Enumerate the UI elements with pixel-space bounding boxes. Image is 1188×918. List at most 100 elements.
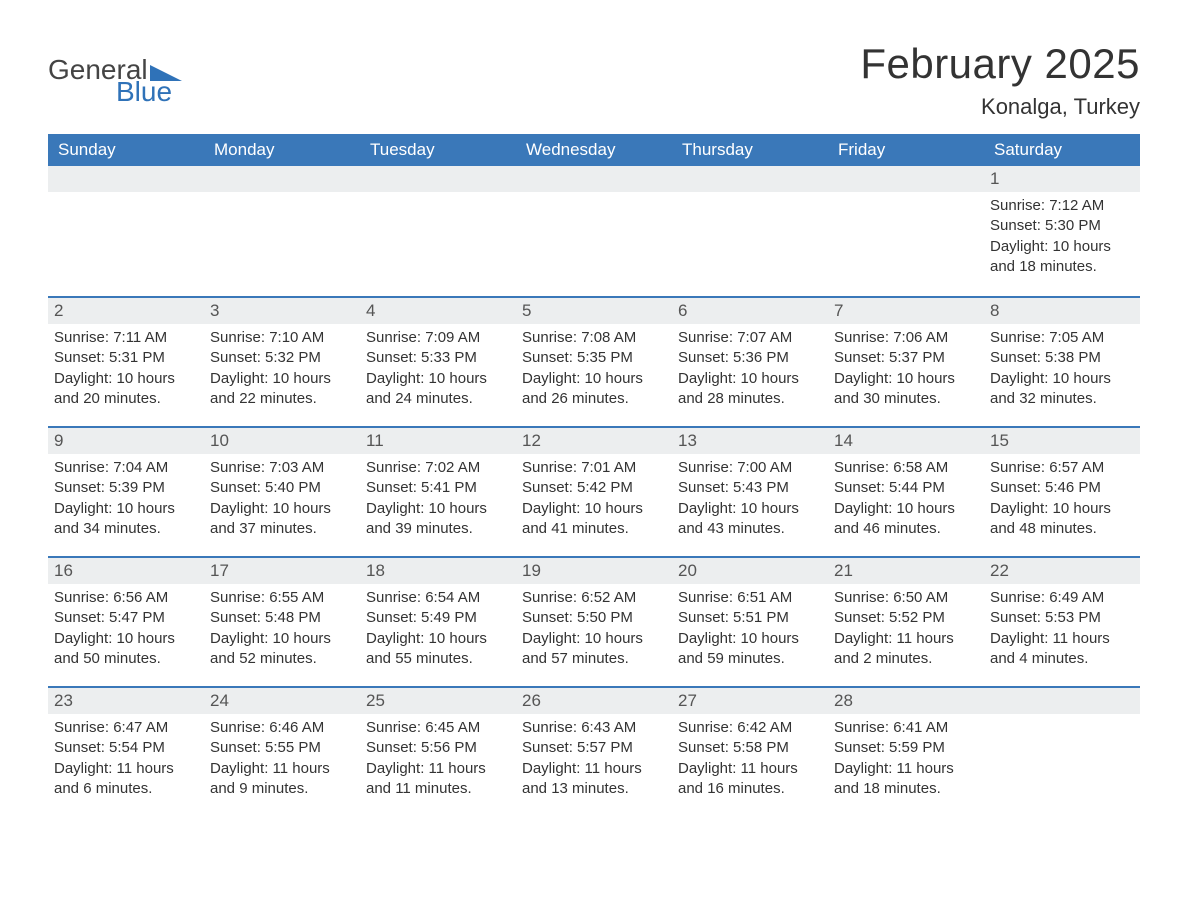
calendar-day-cell: 8Sunrise: 7:05 AMSunset: 5:38 PMDaylight… [984,298,1140,426]
day-number: 22 [984,558,1140,584]
daylight-line: Daylight: 10 hours and 24 minutes. [366,369,510,410]
daylight-line: Daylight: 10 hours and 48 minutes. [990,499,1134,540]
sunset-line: Sunset: 5:46 PM [990,478,1134,498]
calendar-empty-cell [204,166,360,296]
day-number [516,166,672,192]
calendar-empty-cell [672,166,828,296]
day-number: 15 [984,428,1140,454]
sunset-line: Sunset: 5:33 PM [366,348,510,368]
sunset-line: Sunset: 5:58 PM [678,738,822,758]
sunset-line: Sunset: 5:41 PM [366,478,510,498]
day-details [984,714,1140,730]
day-details [828,192,984,208]
calendar-day-cell: 2Sunrise: 7:11 AMSunset: 5:31 PMDaylight… [48,298,204,426]
day-number: 4 [360,298,516,324]
calendar-week-row: 9Sunrise: 7:04 AMSunset: 5:39 PMDaylight… [48,426,1140,556]
day-details: Sunrise: 6:41 AMSunset: 5:59 PMDaylight:… [828,714,984,811]
sunrise-line: Sunrise: 7:10 AM [210,328,354,348]
daylight-line: Daylight: 10 hours and 52 minutes. [210,629,354,670]
sunrise-line: Sunrise: 6:42 AM [678,718,822,738]
calendar-day-cell: 12Sunrise: 7:01 AMSunset: 5:42 PMDayligh… [516,428,672,556]
calendar-week-row: 1Sunrise: 7:12 AMSunset: 5:30 PMDaylight… [48,166,1140,296]
day-details: Sunrise: 6:49 AMSunset: 5:53 PMDaylight:… [984,584,1140,681]
location-subtitle: Konalga, Turkey [860,94,1140,120]
day-number: 20 [672,558,828,584]
daylight-line: Daylight: 10 hours and 30 minutes. [834,369,978,410]
day-number [360,166,516,192]
sunset-line: Sunset: 5:54 PM [54,738,198,758]
day-number: 6 [672,298,828,324]
day-details [672,192,828,208]
day-details: Sunrise: 7:00 AMSunset: 5:43 PMDaylight:… [672,454,828,551]
sunrise-line: Sunrise: 6:49 AM [990,588,1134,608]
day-number: 11 [360,428,516,454]
calendar-day-cell: 11Sunrise: 7:02 AMSunset: 5:41 PMDayligh… [360,428,516,556]
sunset-line: Sunset: 5:53 PM [990,608,1134,628]
sunrise-line: Sunrise: 6:43 AM [522,718,666,738]
daylight-line: Daylight: 10 hours and 46 minutes. [834,499,978,540]
day-number: 10 [204,428,360,454]
day-number: 12 [516,428,672,454]
calendar-day-cell: 5Sunrise: 7:08 AMSunset: 5:35 PMDaylight… [516,298,672,426]
day-details: Sunrise: 6:54 AMSunset: 5:49 PMDaylight:… [360,584,516,681]
sunset-line: Sunset: 5:57 PM [522,738,666,758]
calendar-week-row: 16Sunrise: 6:56 AMSunset: 5:47 PMDayligh… [48,556,1140,686]
sunrise-line: Sunrise: 7:07 AM [678,328,822,348]
calendar-day-cell: 24Sunrise: 6:46 AMSunset: 5:55 PMDayligh… [204,688,360,816]
calendar-day-cell: 6Sunrise: 7:07 AMSunset: 5:36 PMDaylight… [672,298,828,426]
day-details: Sunrise: 6:50 AMSunset: 5:52 PMDaylight:… [828,584,984,681]
daylight-line: Daylight: 11 hours and 9 minutes. [210,759,354,800]
daylight-line: Daylight: 10 hours and 55 minutes. [366,629,510,670]
sunset-line: Sunset: 5:31 PM [54,348,198,368]
sunrise-line: Sunrise: 7:03 AM [210,458,354,478]
sunrise-line: Sunrise: 6:50 AM [834,588,978,608]
weekday-header-cell: Wednesday [516,134,672,166]
calendar-day-cell: 16Sunrise: 6:56 AMSunset: 5:47 PMDayligh… [48,558,204,686]
day-number: 26 [516,688,672,714]
day-details: Sunrise: 7:01 AMSunset: 5:42 PMDaylight:… [516,454,672,551]
day-details: Sunrise: 7:09 AMSunset: 5:33 PMDaylight:… [360,324,516,421]
sunrise-line: Sunrise: 6:46 AM [210,718,354,738]
day-details: Sunrise: 7:11 AMSunset: 5:31 PMDaylight:… [48,324,204,421]
day-number: 28 [828,688,984,714]
daylight-line: Daylight: 10 hours and 59 minutes. [678,629,822,670]
calendar-day-cell: 25Sunrise: 6:45 AMSunset: 5:56 PMDayligh… [360,688,516,816]
daylight-line: Daylight: 11 hours and 13 minutes. [522,759,666,800]
calendar: SundayMondayTuesdayWednesdayThursdayFrid… [48,134,1140,816]
calendar-day-cell: 9Sunrise: 7:04 AMSunset: 5:39 PMDaylight… [48,428,204,556]
calendar-day-cell: 19Sunrise: 6:52 AMSunset: 5:50 PMDayligh… [516,558,672,686]
calendar-empty-cell [48,166,204,296]
weekday-header-cell: Sunday [48,134,204,166]
sunrise-line: Sunrise: 7:09 AM [366,328,510,348]
calendar-week-row: 23Sunrise: 6:47 AMSunset: 5:54 PMDayligh… [48,686,1140,816]
daylight-line: Daylight: 10 hours and 18 minutes. [990,237,1134,278]
day-details [516,192,672,208]
daylight-line: Daylight: 11 hours and 11 minutes. [366,759,510,800]
day-details: Sunrise: 6:55 AMSunset: 5:48 PMDaylight:… [204,584,360,681]
day-details: Sunrise: 7:08 AMSunset: 5:35 PMDaylight:… [516,324,672,421]
sunset-line: Sunset: 5:35 PM [522,348,666,368]
day-details: Sunrise: 7:03 AMSunset: 5:40 PMDaylight:… [204,454,360,551]
sunset-line: Sunset: 5:52 PM [834,608,978,628]
sunset-line: Sunset: 5:30 PM [990,216,1134,236]
sunrise-line: Sunrise: 6:58 AM [834,458,978,478]
sunset-line: Sunset: 5:39 PM [54,478,198,498]
weekday-header-cell: Thursday [672,134,828,166]
calendar-empty-cell [360,166,516,296]
sunrise-line: Sunrise: 7:01 AM [522,458,666,478]
day-details: Sunrise: 6:57 AMSunset: 5:46 PMDaylight:… [984,454,1140,551]
daylight-line: Daylight: 11 hours and 6 minutes. [54,759,198,800]
day-number: 1 [984,166,1140,192]
daylight-line: Daylight: 10 hours and 32 minutes. [990,369,1134,410]
day-number: 21 [828,558,984,584]
sunset-line: Sunset: 5:49 PM [366,608,510,628]
daylight-line: Daylight: 11 hours and 2 minutes. [834,629,978,670]
day-details: Sunrise: 6:42 AMSunset: 5:58 PMDaylight:… [672,714,828,811]
calendar-day-cell: 13Sunrise: 7:00 AMSunset: 5:43 PMDayligh… [672,428,828,556]
calendar-day-cell: 20Sunrise: 6:51 AMSunset: 5:51 PMDayligh… [672,558,828,686]
sunset-line: Sunset: 5:51 PM [678,608,822,628]
sunset-line: Sunset: 5:37 PM [834,348,978,368]
day-details: Sunrise: 7:02 AMSunset: 5:41 PMDaylight:… [360,454,516,551]
weekday-header-cell: Saturday [984,134,1140,166]
sunrise-line: Sunrise: 7:05 AM [990,328,1134,348]
